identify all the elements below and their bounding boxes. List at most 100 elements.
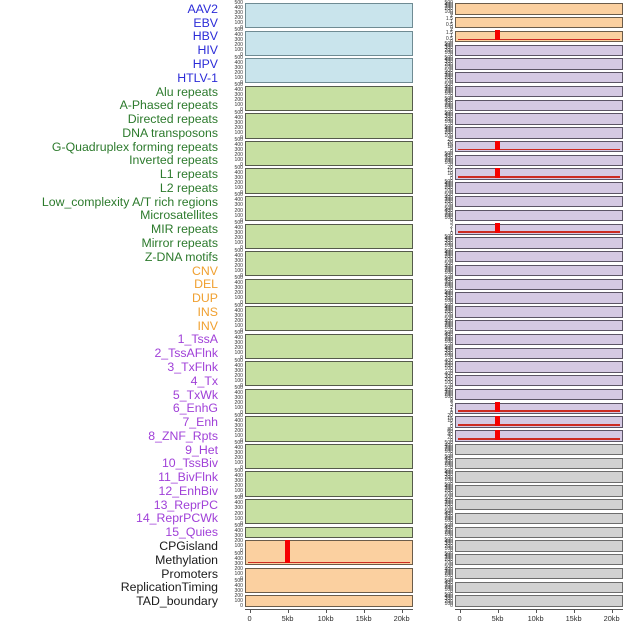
track-box[interactable]: [245, 113, 413, 139]
track-box[interactable]: [455, 554, 623, 566]
track-box[interactable]: [455, 264, 623, 277]
track-box[interactable]: [245, 526, 413, 538]
y-tick-label: 500: [444, 205, 454, 213]
x-tick-label: 0: [247, 614, 252, 623]
track-box[interactable]: [455, 375, 623, 387]
track-box[interactable]: [245, 3, 413, 29]
track-box[interactable]: [455, 429, 623, 442]
signal-peak[interactable]: [494, 429, 500, 440]
track-box[interactable]: [455, 16, 623, 29]
y-tick-label: 1: [450, 407, 453, 414]
track-box[interactable]: [455, 196, 623, 208]
track-box[interactable]: [245, 388, 413, 414]
track-box[interactable]: [245, 416, 413, 442]
track-label: 7_Enh: [182, 415, 218, 430]
track-box[interactable]: [455, 512, 623, 525]
track-box[interactable]: [245, 30, 413, 56]
signal-peak[interactable]: [494, 402, 500, 412]
y-tick-label: 500: [444, 260, 454, 268]
y-tick-label: 400: [444, 111, 454, 119]
y-tick-label: 200: [444, 598, 454, 605]
track-box[interactable]: [455, 99, 623, 111]
track-box[interactable]: [455, 30, 623, 43]
track-box[interactable]: [455, 485, 623, 497]
track-box[interactable]: [455, 113, 623, 125]
right-panel-plot-area[interactable]: [455, 0, 623, 608]
track-box[interactable]: [245, 361, 413, 387]
track-box[interactable]: [455, 168, 623, 180]
track-box[interactable]: [245, 251, 413, 277]
y-tick-label: 0: [240, 189, 243, 197]
track-box[interactable]: [455, 540, 623, 552]
track-box[interactable]: [455, 595, 623, 607]
y-tick-label: 200: [444, 446, 454, 454]
track-box[interactable]: [455, 292, 623, 304]
track-box[interactable]: [455, 72, 623, 84]
track-box[interactable]: [245, 539, 413, 566]
track-box[interactable]: [245, 595, 413, 607]
y-tick-label: 100: [234, 19, 244, 26]
track-box[interactable]: [455, 388, 623, 401]
track-box[interactable]: [455, 361, 623, 373]
signal-peak[interactable]: [284, 539, 290, 564]
track-box[interactable]: [455, 471, 623, 483]
left-panel-plot-area[interactable]: [245, 0, 413, 608]
track-box[interactable]: [245, 196, 413, 222]
track-box[interactable]: [455, 581, 623, 593]
track-box[interactable]: [455, 140, 623, 153]
track-box[interactable]: [245, 499, 413, 525]
track-box[interactable]: [455, 443, 623, 456]
track-box[interactable]: [245, 140, 413, 167]
track-box[interactable]: [455, 415, 623, 428]
y-tick-label: 300: [234, 119, 244, 127]
track-box[interactable]: [245, 471, 413, 497]
track-box[interactable]: [245, 223, 413, 249]
track-box[interactable]: [245, 306, 413, 332]
track-box[interactable]: [245, 443, 413, 470]
track-box[interactable]: [455, 457, 623, 470]
track-box[interactable]: [455, 347, 623, 359]
track-box[interactable]: [245, 58, 413, 84]
signal-peak[interactable]: [494, 140, 500, 151]
signal-peak[interactable]: [494, 30, 500, 41]
signal-peak[interactable]: [494, 168, 500, 178]
track-box[interactable]: [245, 278, 413, 304]
track-box[interactable]: [455, 182, 623, 194]
track-box[interactable]: [455, 127, 623, 139]
x-tick-mark: [497, 609, 499, 613]
track-box[interactable]: [455, 58, 623, 70]
y-tick-label: 500: [234, 412, 244, 420]
y-tick-label: 300: [234, 312, 244, 319]
track-box[interactable]: [455, 154, 623, 167]
track-box[interactable]: [455, 402, 623, 414]
track-box[interactable]: [245, 168, 413, 194]
y-tick-label: 100: [234, 129, 244, 137]
track-box[interactable]: [455, 237, 623, 249]
track-box[interactable]: [455, 251, 623, 263]
track-box[interactable]: [455, 567, 623, 580]
track-box[interactable]: [455, 44, 623, 56]
track-box[interactable]: [245, 85, 413, 111]
track-box[interactable]: [455, 209, 623, 222]
y-tick-label: 100: [444, 297, 454, 305]
track-box[interactable]: [245, 567, 413, 594]
y-tick-label: 300: [234, 146, 244, 154]
y-tick-label: 100: [234, 349, 244, 357]
track-box[interactable]: [455, 499, 623, 511]
y-tick-label: 0: [450, 189, 453, 197]
track-box[interactable]: [245, 333, 413, 359]
track-box[interactable]: [455, 526, 623, 538]
track-box[interactable]: [455, 223, 623, 235]
track-box[interactable]: [455, 278, 623, 290]
signal-peak[interactable]: [494, 415, 500, 426]
track-box[interactable]: [455, 3, 623, 15]
track-box[interactable]: [455, 306, 623, 318]
y-tick-label: 200: [444, 474, 454, 481]
y-tick-label: 0: [450, 120, 453, 128]
track-box[interactable]: [455, 333, 623, 346]
track-box[interactable]: [455, 319, 623, 332]
signal-peak[interactable]: [494, 223, 500, 233]
y-tick-label: 100: [444, 352, 454, 360]
y-tick-label: 500: [234, 81, 244, 89]
track-box[interactable]: [455, 85, 623, 98]
